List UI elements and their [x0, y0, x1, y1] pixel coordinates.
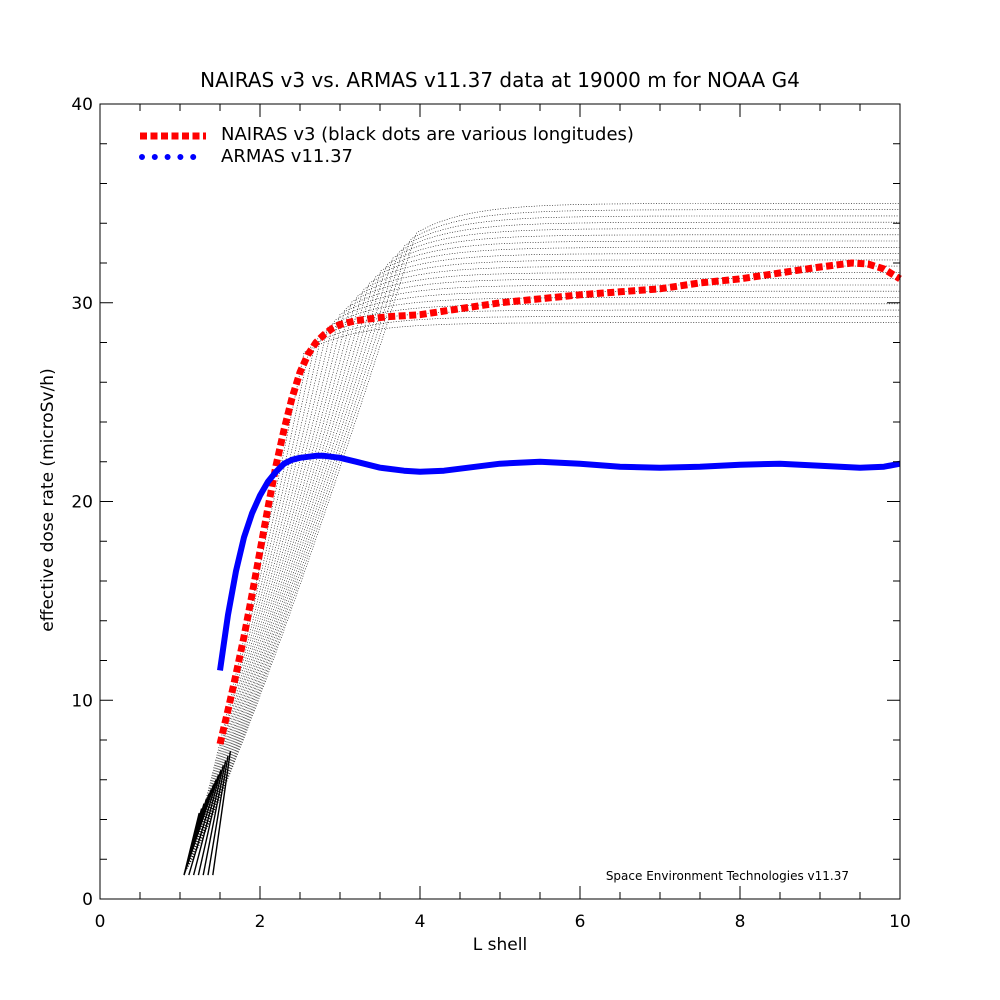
tick-labels: 0 2 4 6 8 10 0 10 20 30 40 [71, 95, 910, 932]
legend-label-armas: ARMAS v11.37 [221, 146, 353, 167]
series-line-nairas [216, 259, 902, 745]
y-tick-label: 10 [71, 691, 93, 711]
y-tick-label: 40 [71, 95, 93, 115]
y-tick-label: 20 [71, 493, 93, 513]
x-tick-label: 6 [575, 912, 586, 932]
ticks-layer [99, 103, 901, 900]
x-tick-label: 4 [415, 912, 426, 932]
x-tick-label: 8 [735, 912, 746, 932]
x-tick-label: 0 [95, 912, 106, 932]
legend-label-nairas: NAIRAS v3 (black dots are various longit… [221, 124, 634, 145]
axis-ticks [99, 103, 901, 900]
series-line-armas [217, 452, 901, 671]
x-axis-label: L shell [473, 935, 527, 955]
chart-title: NAIRAS v3 vs. ARMAS v11.37 data at 19000… [200, 68, 800, 92]
x-tick-label: 10 [889, 912, 911, 932]
longitude-dot-lines [183, 203, 900, 874]
longitude-dot-cloud [183, 203, 900, 876]
series-layer [216, 259, 902, 745]
legend: NAIRAS v3 (black dots are various longit… [139, 124, 634, 167]
low-l-dot-cluster [183, 751, 232, 876]
y-tick-label: 0 [82, 890, 93, 910]
x-tick-label: 2 [255, 912, 266, 932]
y-axis-label: effective dose rate (microSv/h) [38, 368, 58, 631]
credit-text: Space Environment Technologies v11.37 [606, 869, 849, 883]
y-tick-label: 30 [71, 294, 93, 314]
